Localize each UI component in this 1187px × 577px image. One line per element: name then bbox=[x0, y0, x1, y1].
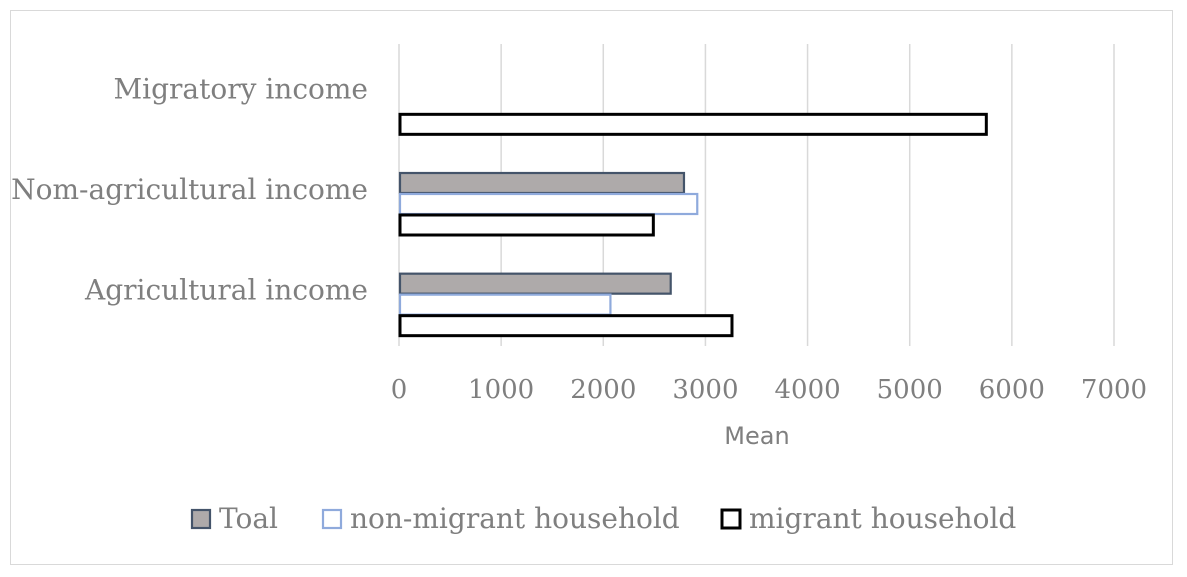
legend-swatch bbox=[190, 508, 212, 530]
x-tick-label: 6000 bbox=[979, 375, 1045, 405]
bar bbox=[398, 112, 988, 136]
x-axis-title: Mean bbox=[724, 422, 789, 450]
x-tick-label: 4000 bbox=[774, 375, 840, 405]
bar bbox=[398, 272, 672, 295]
bar bbox=[398, 314, 734, 338]
x-tick-label: 5000 bbox=[877, 375, 943, 405]
category-labels: Agricultural income Nom-agricultural inco… bbox=[11, 72, 368, 306]
legend: Toal non-migrant household migrant househo… bbox=[190, 502, 1016, 535]
x-tick-label: 0 bbox=[391, 375, 408, 405]
x-tick-label: 3000 bbox=[672, 375, 738, 405]
legend-swatch bbox=[321, 508, 343, 530]
bar bbox=[398, 293, 612, 316]
chart-frame bbox=[10, 10, 1173, 565]
bar bbox=[398, 192, 699, 216]
category-label: Nom-agricultural income bbox=[11, 173, 368, 206]
legend-swatch bbox=[720, 508, 742, 530]
x-tick-label: 1000 bbox=[468, 375, 534, 405]
category-label: Migratory income bbox=[114, 72, 369, 105]
bar bbox=[398, 213, 655, 237]
x-tick-label: 7000 bbox=[1081, 375, 1147, 405]
bars bbox=[398, 112, 988, 338]
x-tick-labels: 0 1000 2000 3000 4000 5000 6000 7000 bbox=[391, 375, 1147, 405]
legend-label: non-migrant household bbox=[350, 502, 680, 535]
legend-label: Toal bbox=[219, 502, 278, 535]
category-label: Agricultural income bbox=[84, 274, 368, 307]
legend-label: migrant household bbox=[749, 502, 1016, 535]
bar bbox=[398, 171, 686, 195]
x-tick-label: 2000 bbox=[570, 375, 636, 405]
